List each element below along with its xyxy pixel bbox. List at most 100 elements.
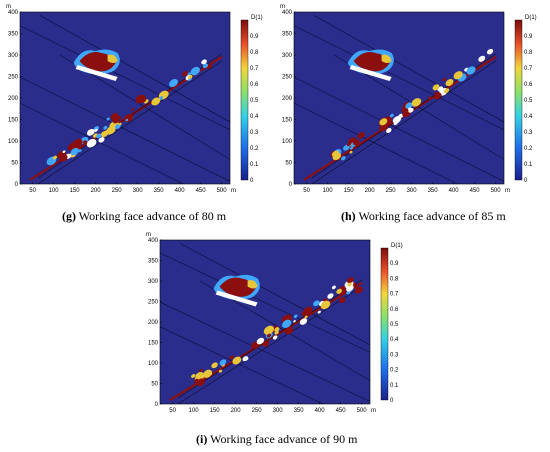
x-tick-label: 50	[303, 188, 310, 194]
damage-blob	[347, 282, 352, 287]
damage-blob	[218, 369, 223, 373]
damage-blob	[106, 117, 110, 121]
damage-blob	[78, 149, 82, 153]
colorbar-tick-label: 0.2	[390, 368, 399, 374]
damage-blob	[293, 320, 296, 323]
damage-blob	[94, 128, 98, 132]
damage-fringe	[381, 54, 392, 64]
damage-blob	[317, 310, 321, 314]
damage-blob	[98, 137, 105, 143]
x-tick-label: 500	[357, 408, 368, 414]
stratum-line	[199, 280, 370, 381]
colorbar-tick-label: 0.5	[524, 98, 533, 104]
x-tick-label: 350	[294, 408, 305, 414]
y-tick-label: 250	[282, 75, 293, 81]
damage-blob	[187, 72, 191, 76]
y-tick-label: 0	[155, 402, 159, 408]
colorbar-tick-label: 0	[524, 178, 528, 184]
y-tick-label: 0	[289, 182, 293, 188]
x-tick-label: 450	[196, 188, 207, 194]
damage-blob	[52, 155, 58, 160]
colorbar-tick-label: 0.7	[250, 66, 259, 72]
y-tick-label: 350	[8, 32, 19, 38]
stratum-line	[294, 76, 504, 182]
damage-blob	[159, 96, 164, 100]
damage-blob	[343, 144, 350, 151]
damage-blob	[432, 84, 440, 91]
colorbar-tick-label: 0.1	[524, 162, 533, 168]
damage-blob	[242, 356, 249, 362]
x-tick-label: 150	[70, 188, 81, 194]
damage-blob	[196, 378, 206, 387]
y-tick-label: 0	[15, 182, 19, 188]
damage-blob	[190, 66, 200, 76]
x-tick-label: 100	[49, 188, 60, 194]
colorbar-tick-label: 0.2	[524, 146, 533, 152]
y-tick-label: 150	[282, 118, 293, 124]
y-tick-label: 300	[282, 53, 293, 59]
x-tick-label: 450	[336, 408, 347, 414]
colorbar-tick-label: 0.9	[524, 34, 533, 40]
colorbar-tick-label: 0.1	[390, 383, 399, 389]
caption-text: Working face advance of 90 m	[207, 432, 358, 446]
y-tick-label: 150	[8, 118, 19, 124]
damage-blob	[272, 335, 278, 340]
y-tick-label: 400	[148, 238, 159, 244]
damage-blob	[201, 59, 207, 65]
y-tick-label: 200	[148, 320, 159, 326]
damage-blob	[103, 125, 108, 130]
plot-content	[20, 15, 230, 184]
damage-blob	[125, 118, 129, 122]
damage-blob	[389, 113, 394, 118]
x-tick-label: 200	[231, 408, 242, 414]
x-tick-label: 250	[252, 408, 263, 414]
stratum-line	[160, 252, 370, 353]
colorbar-title: D(1)	[525, 15, 537, 21]
seam-floor-line	[37, 60, 223, 184]
caption-letter: (g)	[62, 209, 76, 223]
seam-floor-line	[311, 60, 497, 184]
panel-h: m 0 50 100 150 200 250 300 350 400 50 100 150 200 250 3…	[276, 2, 544, 212]
damage-blob	[118, 122, 122, 126]
damage-blob	[202, 63, 209, 69]
x-unit-label: m	[505, 188, 510, 194]
stratum-line	[59, 54, 230, 160]
damage-contour-plot: m 0 50 100 150 200 250 300 350 400 50 100 150 200 250 3…	[280, 4, 537, 194]
x-tick-label: 350	[428, 188, 439, 194]
damage-blob	[211, 362, 218, 369]
damage-blob	[313, 300, 320, 307]
damage-blob	[262, 340, 270, 347]
caption-i: (i) Working face advance of 90 m	[196, 432, 357, 447]
x-tick-label: 300	[273, 408, 284, 414]
caption-g: (g) Working face advance of 80 m	[62, 209, 226, 224]
seam-roof-line	[177, 279, 363, 399]
damage-blob	[169, 79, 178, 88]
y-unit-label: m	[280, 4, 285, 10]
caption-text: Working face advance of 80 m	[76, 209, 227, 223]
y-unit-label: m	[146, 232, 151, 238]
damage-blob	[299, 318, 308, 325]
damage-blob	[434, 92, 442, 100]
colorbar-tick-label: 0.6	[250, 82, 259, 88]
stratum-line	[20, 25, 230, 131]
x-tick-label: 100	[189, 408, 200, 414]
damage-blob	[411, 98, 422, 107]
y-tick-label: 200	[282, 96, 293, 102]
stratum-line	[20, 76, 230, 182]
damage-blob	[331, 150, 340, 157]
damage-blob	[86, 128, 95, 136]
damage-blob	[327, 293, 334, 299]
seam-floor-line	[177, 286, 363, 404]
x-tick-label: 400	[315, 408, 326, 414]
colorbar-tick-label: 0	[390, 398, 394, 404]
colorbar-title: D(1)	[391, 243, 403, 249]
panel-g: m 0 50 100 150 200 250 300 350 400 50 100 150 200 250 3…	[2, 2, 270, 212]
stratum-line	[160, 301, 370, 402]
damage-blob	[331, 285, 336, 290]
damage-blob	[347, 143, 351, 147]
x-tick-label: 350	[154, 188, 165, 194]
colorbar-tick-label: 0.5	[390, 322, 399, 328]
damage-blob	[379, 118, 388, 126]
colorbar-tick-label: 0.9	[250, 34, 259, 40]
colorbar-tick-label: 0.6	[524, 82, 533, 88]
